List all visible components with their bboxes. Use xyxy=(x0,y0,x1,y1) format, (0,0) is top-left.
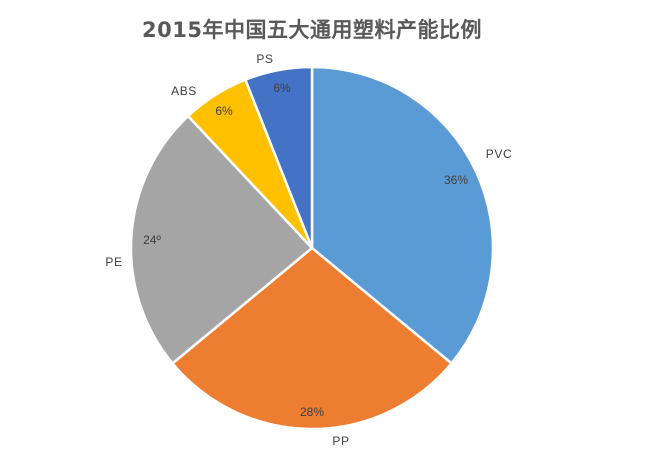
category-label-ps: PS xyxy=(256,52,273,66)
category-label-pe: PE xyxy=(105,255,122,269)
category-label-pvc: PVC xyxy=(486,147,512,161)
value-label-pp: 28% xyxy=(300,405,324,419)
chart-title: 2015年中国五大通用塑料产能比例 xyxy=(142,18,482,42)
slice-ps xyxy=(244,65,314,250)
value-label-ps: 6% xyxy=(273,81,291,95)
value-label-abs: 6% xyxy=(215,104,233,118)
value-label-pvc: 36% xyxy=(444,173,468,187)
value-label-pe: 24º xyxy=(143,233,161,247)
slice-pp xyxy=(171,246,453,431)
category-label-abs: ABS xyxy=(171,84,197,98)
category-label-pp: PP xyxy=(332,434,349,448)
pie-slices xyxy=(129,65,495,431)
slice-pvc xyxy=(310,65,495,365)
slice-pe xyxy=(129,114,314,365)
